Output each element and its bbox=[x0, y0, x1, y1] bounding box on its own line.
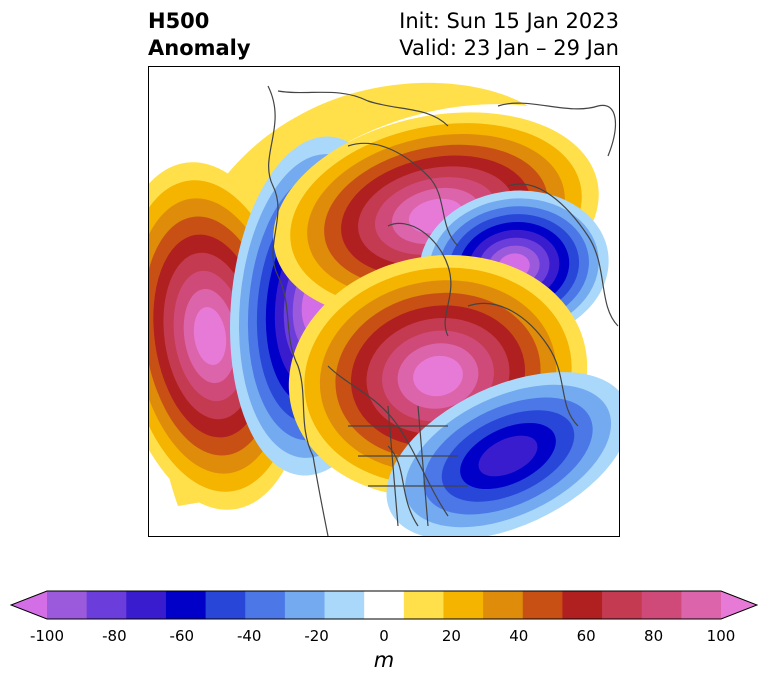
colorbar-unit: m bbox=[373, 648, 395, 672]
contour-band bbox=[478, 435, 538, 477]
colorbar-tick-label: -20 bbox=[304, 627, 329, 645]
colorbar-tick-label: 40 bbox=[509, 627, 529, 645]
colorbar-tick-label: -60 bbox=[169, 627, 195, 645]
colorbar-segment bbox=[284, 591, 326, 619]
anomaly-negative-5 bbox=[386, 372, 620, 537]
colorbar-tick-label: 0 bbox=[379, 627, 389, 645]
init-date: Init: Sun 15 Jan 2023 bbox=[399, 9, 619, 33]
colorbar-segment bbox=[205, 591, 246, 619]
coastlines bbox=[267, 85, 619, 537]
colorbar bbox=[10, 590, 758, 620]
colorbar-segment bbox=[602, 591, 643, 619]
colorbar-tick-label: 100 bbox=[706, 627, 736, 645]
contour-band bbox=[193, 307, 227, 365]
colorbar-tick-label: -40 bbox=[236, 627, 262, 645]
chart-title: H500 Anomaly bbox=[148, 8, 251, 62]
colorbar-segment bbox=[364, 591, 405, 619]
colorbar-extend-min bbox=[11, 591, 47, 619]
colorbar-segment bbox=[126, 591, 167, 619]
colorbar-segment bbox=[165, 591, 207, 619]
colorbar-tick-label: -100 bbox=[29, 627, 65, 645]
anomaly-map bbox=[148, 66, 620, 537]
colorbar-tick-label: -80 bbox=[102, 627, 127, 645]
title-field: Anomaly bbox=[148, 36, 251, 60]
colorbar-segment bbox=[86, 591, 127, 619]
colorbar-segment bbox=[443, 591, 484, 619]
anomaly-ring-positive bbox=[157, 82, 528, 506]
colorbar-segment bbox=[522, 591, 563, 619]
colorbar-tick-label: 80 bbox=[644, 627, 664, 645]
colorbar-segment bbox=[47, 591, 88, 619]
colorbar-tick-label: 20 bbox=[441, 627, 461, 645]
title-variable: H500 bbox=[148, 9, 210, 33]
colorbar-segment bbox=[641, 591, 682, 619]
contour-band bbox=[413, 355, 463, 397]
colorbar-extend-max bbox=[721, 591, 757, 619]
date-info: Init: Sun 15 Jan 2023 Valid: 23 Jan – 29… bbox=[399, 8, 619, 62]
colorbar-segment bbox=[403, 591, 444, 619]
colorbar-segment bbox=[562, 591, 603, 619]
colorbar-segment bbox=[681, 591, 722, 619]
colorbar-segment bbox=[483, 591, 524, 619]
colorbar-tick-label: 60 bbox=[576, 627, 596, 645]
colorbar-segment bbox=[324, 591, 365, 619]
valid-range: Valid: 23 Jan – 29 Jan bbox=[399, 36, 619, 60]
colorbar-segment bbox=[245, 591, 286, 619]
